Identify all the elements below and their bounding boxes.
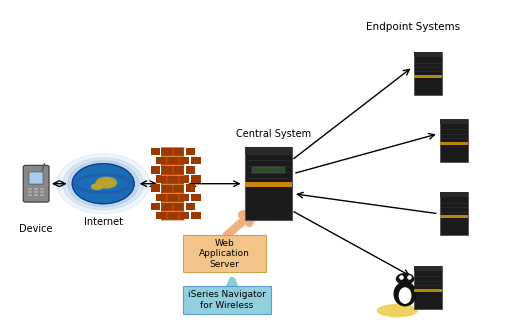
FancyBboxPatch shape: [440, 119, 469, 162]
FancyBboxPatch shape: [29, 172, 43, 184]
FancyBboxPatch shape: [414, 52, 443, 95]
FancyBboxPatch shape: [191, 212, 201, 219]
FancyBboxPatch shape: [191, 193, 201, 201]
Ellipse shape: [377, 304, 418, 317]
Circle shape: [57, 154, 150, 214]
FancyBboxPatch shape: [156, 212, 166, 219]
Text: iSeries Navigator
for Wireless: iSeries Navigator for Wireless: [188, 290, 266, 310]
FancyBboxPatch shape: [28, 194, 33, 196]
FancyBboxPatch shape: [414, 289, 443, 292]
FancyBboxPatch shape: [40, 188, 44, 190]
FancyBboxPatch shape: [151, 203, 160, 210]
FancyBboxPatch shape: [440, 192, 469, 235]
Text: Device: Device: [20, 224, 53, 234]
FancyBboxPatch shape: [414, 266, 443, 271]
FancyBboxPatch shape: [156, 175, 166, 183]
FancyBboxPatch shape: [168, 212, 178, 219]
FancyBboxPatch shape: [40, 194, 44, 196]
FancyBboxPatch shape: [245, 147, 292, 154]
FancyBboxPatch shape: [191, 157, 201, 164]
FancyBboxPatch shape: [185, 166, 195, 174]
FancyBboxPatch shape: [168, 193, 178, 201]
FancyBboxPatch shape: [174, 166, 184, 174]
FancyBboxPatch shape: [440, 215, 469, 218]
FancyBboxPatch shape: [40, 191, 44, 193]
FancyBboxPatch shape: [252, 167, 285, 173]
FancyBboxPatch shape: [440, 192, 469, 197]
FancyBboxPatch shape: [183, 286, 271, 314]
Circle shape: [63, 158, 143, 210]
FancyBboxPatch shape: [245, 182, 292, 187]
Text: Internet: Internet: [84, 217, 123, 227]
FancyBboxPatch shape: [180, 212, 189, 219]
FancyBboxPatch shape: [174, 148, 184, 155]
Ellipse shape: [91, 183, 103, 190]
FancyBboxPatch shape: [174, 184, 184, 192]
FancyBboxPatch shape: [180, 157, 189, 164]
FancyBboxPatch shape: [174, 203, 184, 210]
FancyBboxPatch shape: [161, 147, 185, 220]
FancyBboxPatch shape: [162, 203, 172, 210]
FancyBboxPatch shape: [156, 157, 166, 164]
FancyBboxPatch shape: [180, 175, 189, 183]
Circle shape: [68, 161, 139, 207]
FancyBboxPatch shape: [180, 193, 189, 201]
FancyBboxPatch shape: [162, 166, 172, 174]
FancyBboxPatch shape: [28, 188, 33, 190]
Ellipse shape: [398, 287, 412, 304]
FancyBboxPatch shape: [156, 193, 166, 201]
Circle shape: [72, 164, 134, 204]
FancyBboxPatch shape: [162, 184, 172, 192]
FancyBboxPatch shape: [440, 119, 469, 124]
FancyBboxPatch shape: [28, 191, 33, 193]
FancyBboxPatch shape: [168, 157, 178, 164]
FancyBboxPatch shape: [191, 175, 201, 183]
FancyBboxPatch shape: [34, 191, 38, 193]
FancyBboxPatch shape: [185, 203, 195, 210]
FancyBboxPatch shape: [168, 175, 178, 183]
FancyBboxPatch shape: [245, 147, 292, 220]
FancyBboxPatch shape: [23, 165, 49, 202]
FancyBboxPatch shape: [162, 148, 172, 155]
FancyBboxPatch shape: [185, 148, 195, 155]
Ellipse shape: [393, 281, 417, 307]
FancyBboxPatch shape: [151, 166, 160, 174]
FancyBboxPatch shape: [440, 142, 469, 145]
FancyBboxPatch shape: [414, 266, 443, 309]
FancyBboxPatch shape: [414, 75, 443, 78]
FancyBboxPatch shape: [414, 52, 443, 57]
FancyBboxPatch shape: [151, 184, 160, 192]
FancyBboxPatch shape: [151, 148, 160, 155]
Ellipse shape: [95, 177, 117, 189]
Text: Central System: Central System: [236, 129, 311, 139]
FancyBboxPatch shape: [183, 235, 266, 272]
FancyBboxPatch shape: [34, 194, 38, 196]
Text: Endpoint Systems: Endpoint Systems: [366, 22, 460, 32]
FancyBboxPatch shape: [185, 184, 195, 192]
Text: Web
Application
Server: Web Application Server: [199, 239, 250, 269]
FancyBboxPatch shape: [34, 188, 38, 190]
Circle shape: [396, 273, 414, 285]
